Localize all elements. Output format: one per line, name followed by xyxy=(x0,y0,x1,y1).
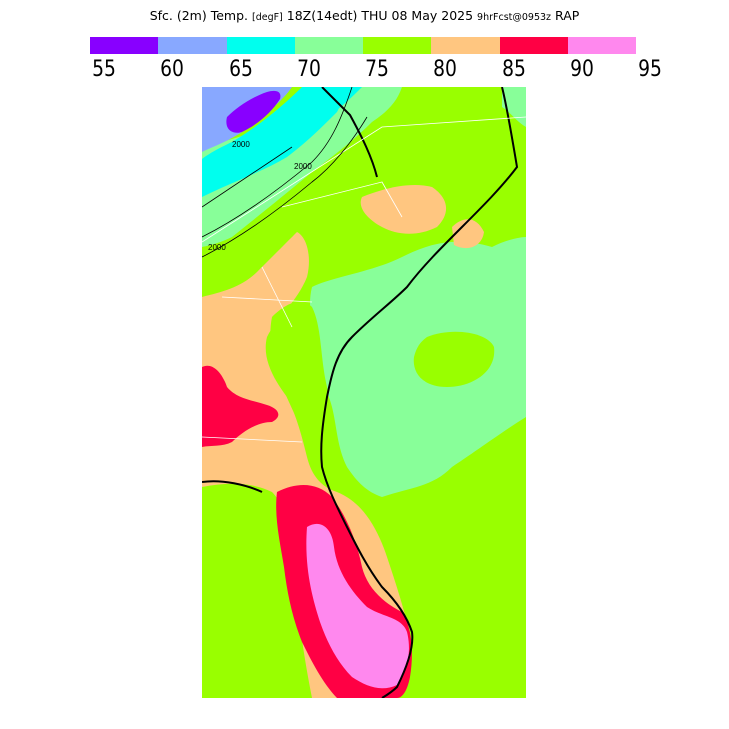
colorbar-tick-label: 70 xyxy=(296,57,321,82)
region-80-85-north-east xyxy=(452,219,484,249)
colorbar-tick-labels: 55 60 65 70 75 80 85 90 95 xyxy=(0,57,729,87)
contour-label-3: 2000 xyxy=(294,162,312,171)
region-ocean-75-80-island xyxy=(413,331,495,387)
colorbar-swatch-1 xyxy=(90,37,159,54)
colorbar-tick-label: 60 xyxy=(160,57,185,82)
coastline xyxy=(202,87,519,698)
temperature-colorbar xyxy=(90,37,636,54)
colorbar-tick-label: 90 xyxy=(569,57,594,82)
contour-lines xyxy=(202,87,368,258)
colorbar-swatch-4 xyxy=(294,37,363,54)
title-valid-time: 18Z(14edt) THU 08 May 2025 xyxy=(286,8,474,23)
region-55-60 xyxy=(226,90,281,133)
state-lines xyxy=(202,116,526,443)
title-field: Sfc. (2m) Temp. xyxy=(149,8,248,23)
colorbar-tick-label: 85 xyxy=(501,57,526,82)
region-90-95 xyxy=(306,523,409,689)
region-top-right-70-75 xyxy=(502,87,526,127)
title-forecast: 9hrFcst@0953z xyxy=(477,12,552,23)
colorbar-swatch-2 xyxy=(158,37,227,54)
colorbar-swatch-6 xyxy=(431,37,500,54)
title-model: RAP xyxy=(555,8,580,23)
colorbar-swatch-7 xyxy=(499,37,568,54)
colorbar-tick-label: 65 xyxy=(228,57,253,82)
map-title: Sfc. (2m) Temp. [degF] 18Z(14edt) THU 08… xyxy=(0,8,729,23)
contour-label-2: 2000 xyxy=(232,140,250,149)
region-interior-75-80 xyxy=(270,301,330,447)
contour-label-1: 2000 xyxy=(208,243,226,252)
colorbar-swatch-5 xyxy=(363,37,432,54)
colorbar-swatch-3 xyxy=(226,37,295,54)
region-85-90-georgia xyxy=(202,365,279,447)
title-units: [degF] xyxy=(251,12,283,23)
colorbar-tick-label: 75 xyxy=(365,57,389,82)
colorbar-tick-label: 95 xyxy=(638,57,662,82)
temperature-map: 2000 2000 2000 xyxy=(202,87,526,698)
colorbar-swatch-8 xyxy=(567,37,636,54)
colorbar-tick-label: 55 xyxy=(92,57,116,82)
colorbar-tick-label: 80 xyxy=(433,57,458,82)
region-65-70 xyxy=(202,87,352,197)
region-80-85-north xyxy=(360,185,447,234)
